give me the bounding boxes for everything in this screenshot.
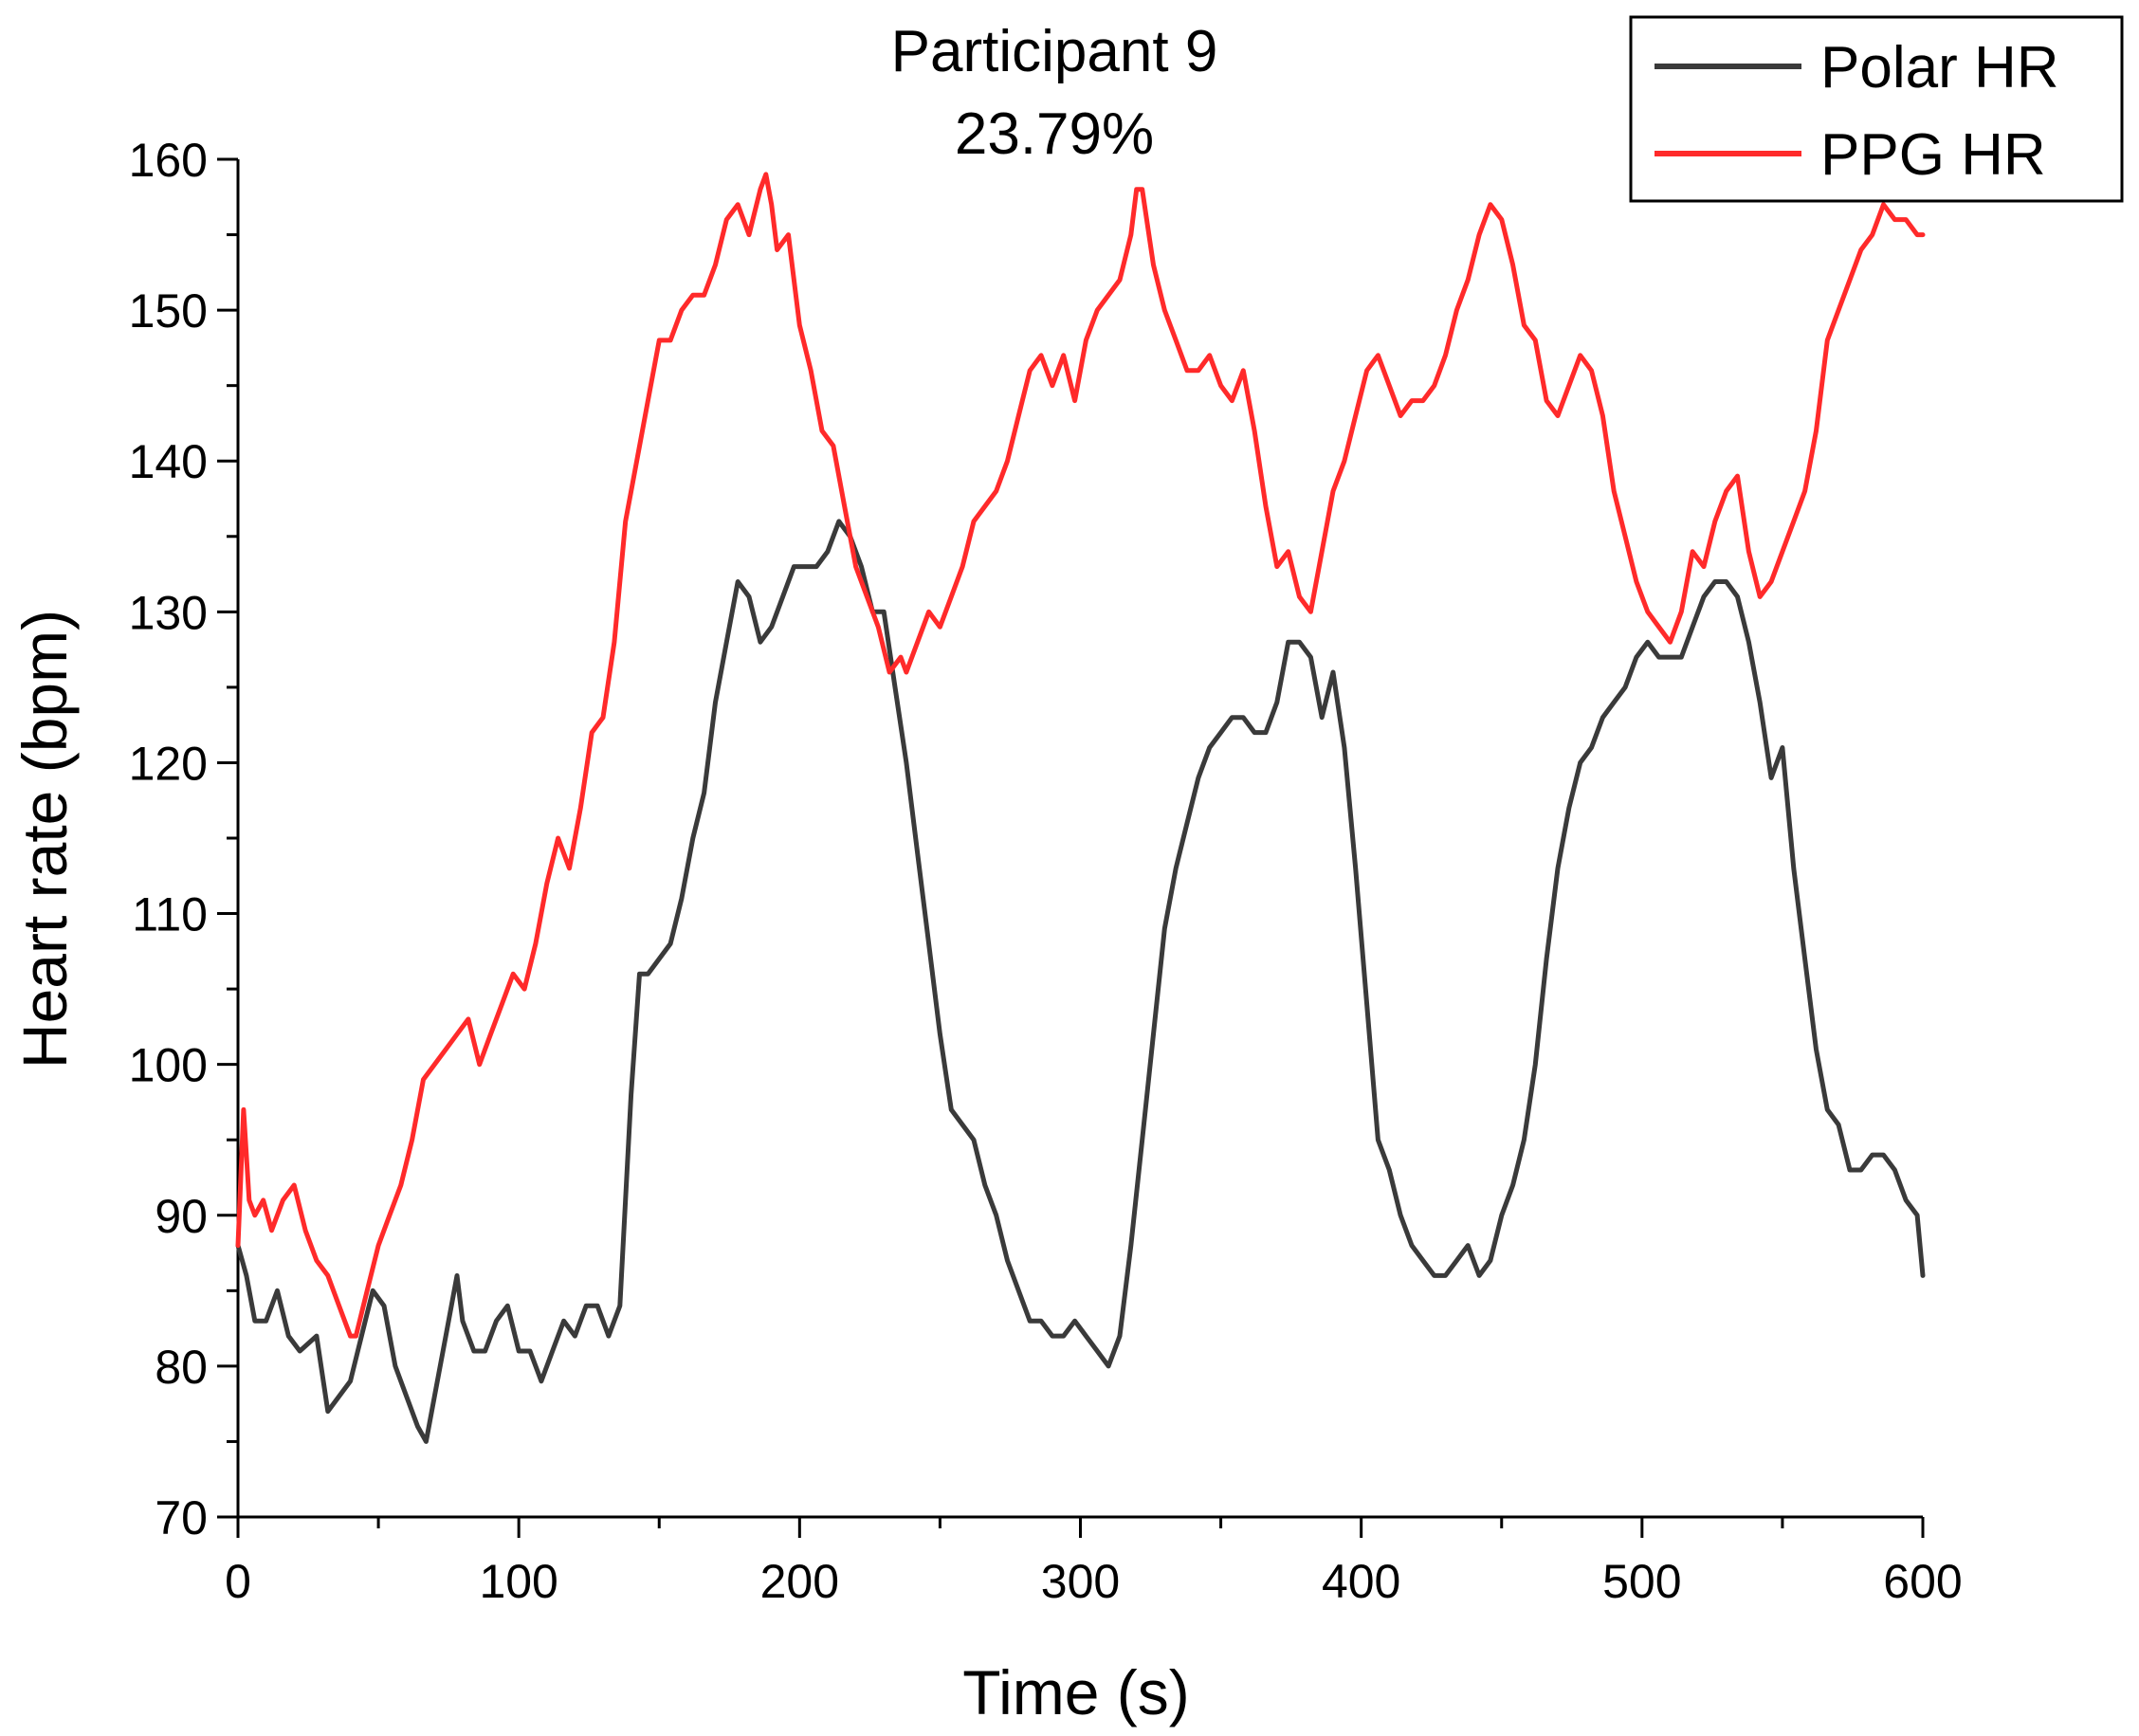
series-line-polar-hr — [235, 519, 1926, 1444]
x-axis-title: Time (s) — [962, 1657, 1190, 1727]
x-tick-label: 300 — [1041, 1555, 1120, 1608]
axes: 0 100 200 300 400 500 600 70 80 90 100 110 120 130 140… — [129, 134, 1963, 1608]
legend-label-polar-hr: Polar HR — [1820, 35, 2059, 101]
y-tick-label: 100 — [129, 1039, 208, 1092]
series-group — [235, 172, 1926, 1444]
x-tick-label: 600 — [1883, 1555, 1962, 1608]
y-tick-label: 90 — [155, 1190, 208, 1243]
x-tick-label: 0 — [225, 1555, 251, 1608]
y-tick-label: 150 — [129, 284, 208, 338]
legend-box — [1629, 15, 2124, 203]
series-line-ppg-hr — [235, 172, 1926, 1339]
legend: Polar HR PPG HR — [1629, 15, 2124, 203]
y-tick-label: 130 — [129, 586, 208, 639]
y-tick-label: 70 — [155, 1491, 208, 1544]
x-tick-label: 100 — [479, 1555, 558, 1608]
x-tick-label: 400 — [1322, 1555, 1400, 1608]
chart-title: Participant 9 — [891, 19, 1218, 84]
chart-subtitle: 23.79% — [955, 101, 1154, 167]
y-axis-title: Heart rate (bpm) — [9, 610, 80, 1069]
y-tick-label: 120 — [129, 737, 208, 790]
x-tick-label: 500 — [1602, 1555, 1681, 1608]
y-tick-label: 140 — [129, 435, 208, 488]
y-tick-label: 110 — [132, 888, 208, 941]
x-tick-label: 200 — [760, 1555, 839, 1608]
y-tick-label: 160 — [129, 134, 208, 187]
y-tick-label: 80 — [155, 1341, 208, 1394]
legend-label-ppg-hr: PPG HR — [1820, 122, 2046, 188]
